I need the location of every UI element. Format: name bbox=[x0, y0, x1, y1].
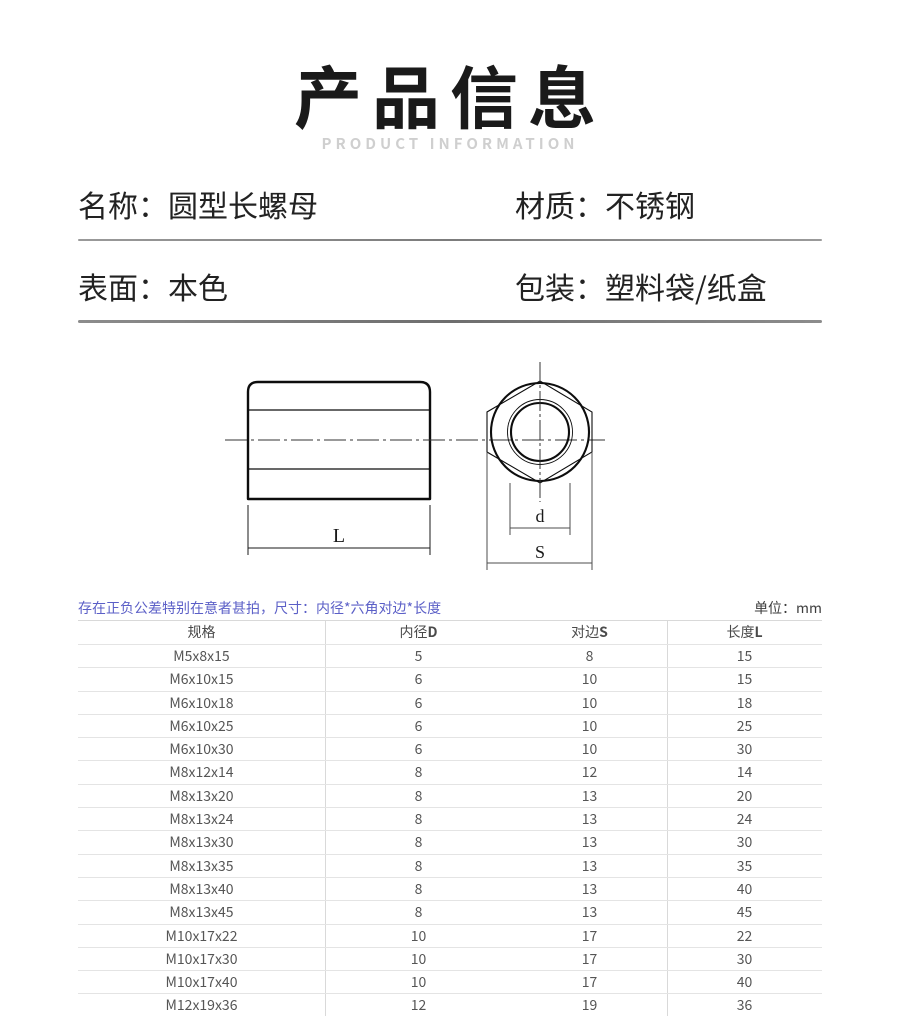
svg-text:L: L bbox=[333, 525, 345, 547]
svg-text:d: d bbox=[536, 506, 545, 526]
svg-text:S: S bbox=[535, 542, 545, 562]
